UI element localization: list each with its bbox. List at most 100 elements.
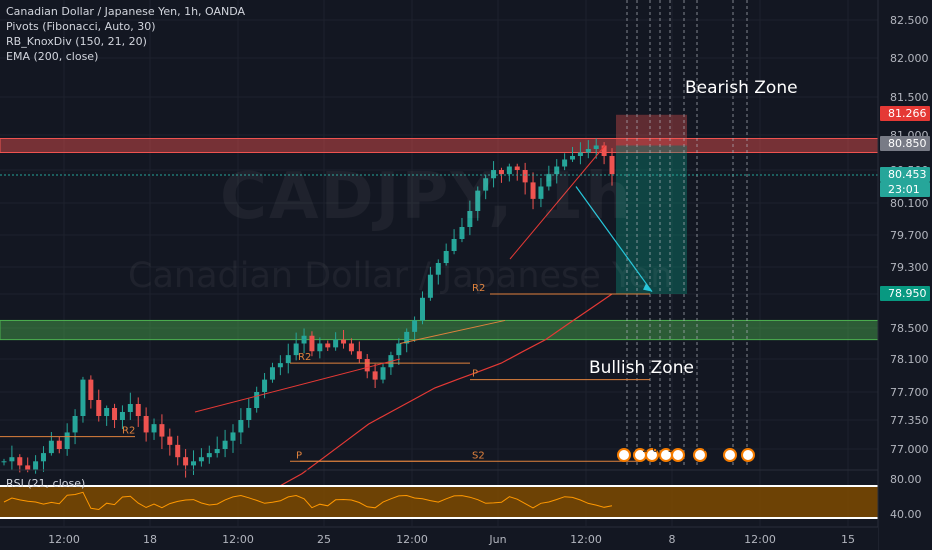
price-tick: 77.700 xyxy=(890,386,929,399)
overlays: R2 R2 P P R2 S2 3 2 6 1 4 xyxy=(0,0,878,465)
price-tick: 77.350 xyxy=(890,414,929,427)
time-tick: 12:00 xyxy=(222,533,254,546)
event-marker xyxy=(693,448,707,462)
candle-body xyxy=(151,424,157,433)
candle-body xyxy=(64,432,70,449)
candle-body xyxy=(570,156,576,160)
legend: Canadian Dollar / Japanese Yen, 1h, OAND… xyxy=(6,4,245,64)
pivot-label: R2 xyxy=(472,283,485,294)
candle-body xyxy=(191,461,197,466)
legend-symbol[interactable]: Canadian Dollar / Japanese Yen, 1h, OAND… xyxy=(6,5,246,18)
candle-body xyxy=(554,166,560,175)
bearish-zone-label: Bearish Zone xyxy=(685,78,798,98)
candle-body xyxy=(246,408,252,420)
candle-body xyxy=(80,379,86,416)
zone-support xyxy=(0,319,879,341)
candle-body xyxy=(609,156,615,175)
candle-body xyxy=(372,371,378,380)
candle-body xyxy=(514,166,520,170)
legend-pivots[interactable]: Pivots (Fibonacci, Auto, 30) xyxy=(6,20,156,33)
event-label: 4 xyxy=(703,445,708,454)
candle-body xyxy=(483,178,489,191)
candle-body xyxy=(506,166,512,175)
candle-body xyxy=(167,436,173,445)
price-tick: 82.500 xyxy=(890,14,929,27)
rsi-panel xyxy=(0,469,932,519)
price-axis-bg xyxy=(878,0,932,550)
rsi-line xyxy=(3,491,613,511)
candle-body xyxy=(119,412,125,420)
time-tick: 12:00 xyxy=(570,533,602,546)
price-marker xyxy=(880,106,930,121)
ema-line xyxy=(279,293,613,487)
legend-ema[interactable]: EMA (200, close) xyxy=(6,50,99,63)
time-tick: 12:00 xyxy=(744,533,776,546)
pivot-label: S2 xyxy=(472,450,485,461)
time-tick: 18 xyxy=(143,533,157,546)
pivot-label: P xyxy=(296,450,302,461)
divergence-line xyxy=(509,145,606,260)
candle-body xyxy=(562,159,568,167)
candle-body xyxy=(435,263,441,275)
event-label: 2 xyxy=(642,445,647,454)
candle-body xyxy=(585,149,591,153)
candle-body xyxy=(451,239,457,251)
candle-body xyxy=(577,152,583,156)
candle-body xyxy=(40,453,46,462)
arrow-head xyxy=(643,283,652,292)
price-marker xyxy=(880,182,930,197)
watermark-symbol: CADJPY, 1h xyxy=(220,160,633,234)
candle-body xyxy=(309,335,315,352)
event-marker xyxy=(723,448,737,462)
event-label: 3 xyxy=(630,445,635,454)
candle-body xyxy=(419,297,425,321)
candle-body xyxy=(17,457,23,466)
candle-body xyxy=(277,363,283,368)
candle-body xyxy=(33,461,39,470)
rsi-label[interactable]: RSI (21, close) xyxy=(6,477,86,490)
take-profit-box xyxy=(616,145,687,294)
candle-body xyxy=(538,186,544,199)
candle-body xyxy=(9,457,15,462)
candle-body xyxy=(498,170,504,175)
stop-loss-box xyxy=(616,114,687,146)
candle-body xyxy=(112,408,118,420)
candle-body xyxy=(230,432,236,441)
time-tick: 8 xyxy=(669,533,676,546)
candle-body xyxy=(601,145,607,156)
price-tick: 78.100 xyxy=(890,353,929,366)
pivot-label: R2 xyxy=(122,426,135,437)
candle-body xyxy=(522,170,528,183)
price-marker-label: 80.453 xyxy=(888,168,927,181)
price-marker-label: 78.950 xyxy=(888,287,927,300)
ema-200 xyxy=(279,293,613,487)
zone-resistance xyxy=(0,138,879,153)
price-marker xyxy=(880,167,930,182)
candle-body xyxy=(301,335,307,344)
price-tick: 77.000 xyxy=(890,443,929,456)
candle-body xyxy=(143,416,149,433)
price-marker-label: 80.850 xyxy=(888,137,927,150)
price-marker xyxy=(880,286,930,301)
candle-body xyxy=(412,320,418,332)
candle-body xyxy=(475,190,481,211)
candle-body xyxy=(222,440,228,449)
candle-body xyxy=(593,145,599,149)
candle-body xyxy=(293,343,299,356)
candle-body xyxy=(25,465,31,470)
legend-knoxdiv[interactable]: RB_KnoxDiv (150, 21, 20) xyxy=(6,35,147,48)
candle-body xyxy=(530,182,536,199)
candle-body xyxy=(72,416,78,433)
time-tick: 25 xyxy=(317,533,331,546)
time-tick: 12:00 xyxy=(396,533,428,546)
candle-body xyxy=(341,339,347,344)
pivot-label: P xyxy=(472,369,478,380)
divergence-line xyxy=(399,319,506,344)
candle-body xyxy=(254,392,260,408)
candle-body xyxy=(380,367,386,380)
candle-body xyxy=(104,408,110,416)
pivot-label: R2 xyxy=(298,352,311,363)
candle-body xyxy=(427,274,433,298)
